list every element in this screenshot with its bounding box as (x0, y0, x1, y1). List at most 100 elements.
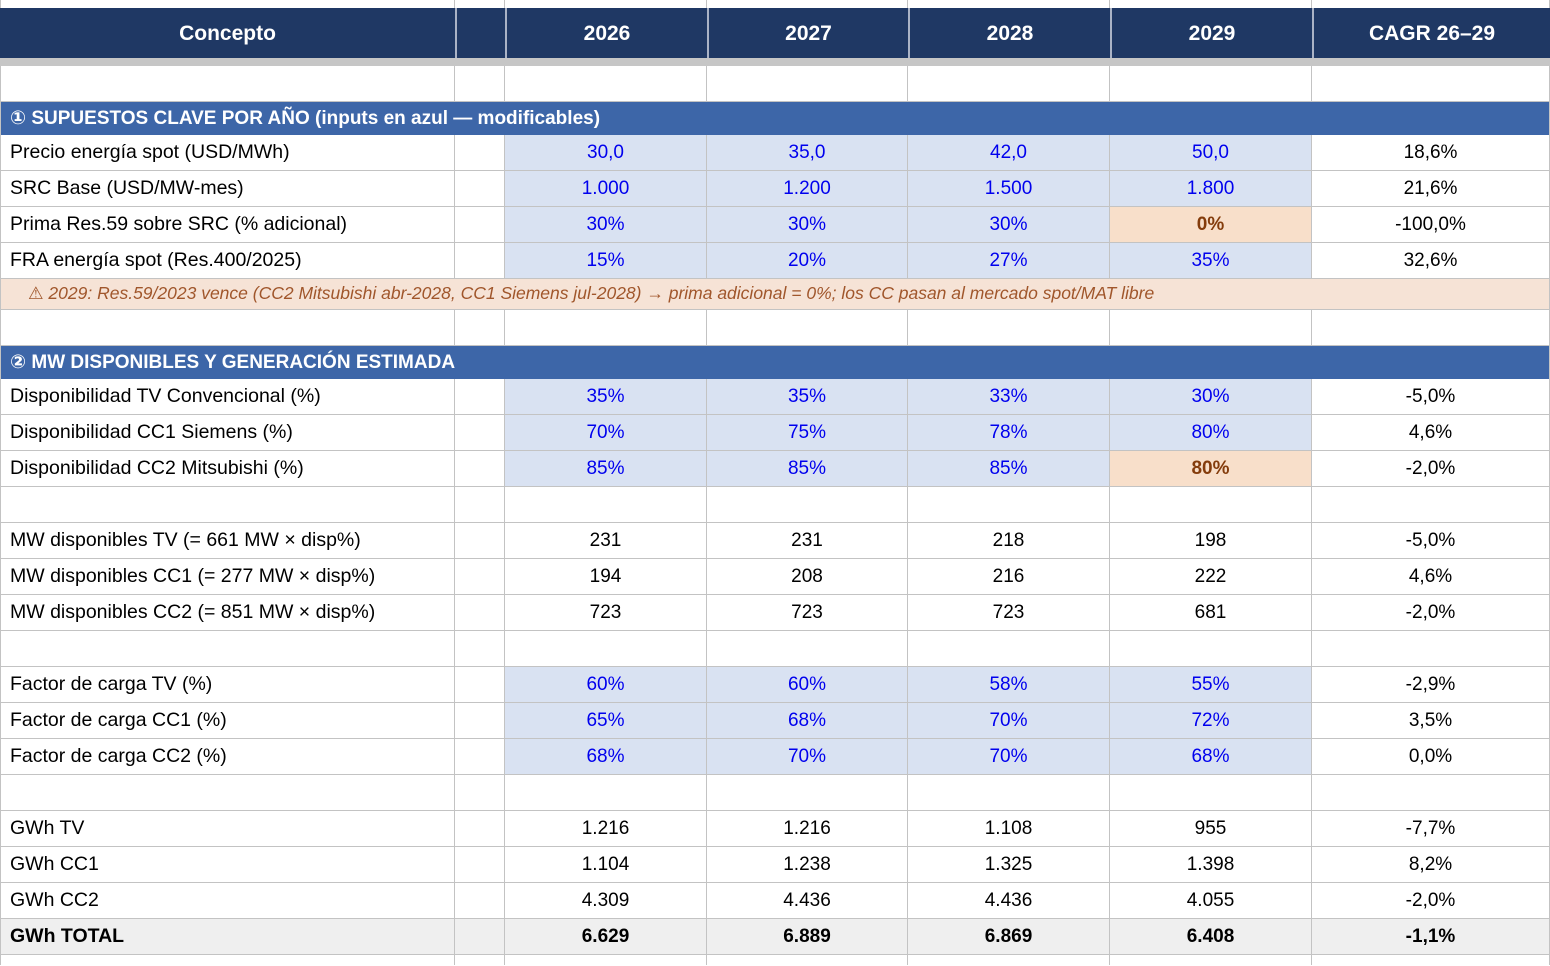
value-cell[interactable]: 1.200 (707, 171, 908, 207)
empty-cell (908, 487, 1110, 523)
empty-cell (908, 66, 1110, 102)
empty-cell (0, 310, 455, 346)
value-cell[interactable]: 35% (505, 379, 707, 415)
row-label: Prima Res.59 sobre SRC (% adicional) (0, 207, 455, 243)
spacer-row (0, 310, 1550, 346)
value-cell[interactable]: 42,0 (908, 135, 1110, 171)
value-cell: 4.309 (505, 883, 707, 919)
separator-cell (455, 847, 505, 883)
table-row: GWh CC2 4.309 4.436 4.436 4.055 -2,0% (0, 883, 1550, 919)
empty-cell (908, 310, 1110, 346)
value-cell[interactable]: 85% (908, 451, 1110, 487)
value-cell[interactable]: 78% (908, 415, 1110, 451)
row-label: GWh TV (0, 811, 455, 847)
value-cell[interactable]: 85% (707, 451, 908, 487)
value-cell[interactable]: 70% (505, 415, 707, 451)
empty-cell (455, 775, 505, 811)
empty-cell (1110, 631, 1312, 667)
value-cell[interactable]: 30,0 (505, 135, 707, 171)
value-cell[interactable]: 70% (908, 739, 1110, 775)
value-cell[interactable]: 1.500 (908, 171, 1110, 207)
value-cell[interactable]: 68% (505, 739, 707, 775)
section-row: ① SUPUESTOS CLAVE POR AÑO (inputs en azu… (0, 102, 1550, 135)
row-label: MW disponibles TV (= 661 MW × disp%) (0, 523, 455, 559)
value-cell[interactable]: 58% (908, 667, 1110, 703)
value-cell[interactable]: 50,0 (1110, 135, 1312, 171)
value-cell: 6.889 (707, 919, 908, 955)
value-cell[interactable]: 35% (707, 379, 908, 415)
row-label: MW disponibles CC1 (= 277 MW × disp%) (0, 559, 455, 595)
separator-cell (455, 595, 505, 631)
value-cell[interactable]: 30% (1110, 379, 1312, 415)
cagr-cell: -5,0% (1312, 379, 1550, 415)
empty-cell (0, 0, 455, 8)
cagr-cell: 21,6% (1312, 171, 1550, 207)
table-row: SRC Base (USD/MW-mes) 1.000 1.200 1.500 1.80… (0, 171, 1550, 207)
value-cell[interactable]: 27% (908, 243, 1110, 279)
cagr-cell: 32,6% (1312, 243, 1550, 279)
value-cell[interactable]: 70% (707, 739, 908, 775)
empty-cell (0, 775, 455, 811)
value-cell[interactable]: 75% (707, 415, 908, 451)
value-cell[interactable]: 80% (1110, 415, 1312, 451)
value-cell[interactable]: 55% (1110, 667, 1312, 703)
row-label: Disponibilidad CC1 Siemens (%) (0, 415, 455, 451)
value-cell[interactable]: 20% (707, 243, 908, 279)
value-cell[interactable]: 68% (1110, 739, 1312, 775)
section-header: ① SUPUESTOS CLAVE POR AÑO (inputs en azu… (0, 102, 1550, 135)
value-cell[interactable]: 33% (908, 379, 1110, 415)
top-row-sliver (0, 0, 1550, 8)
value-cell[interactable]: 68% (707, 703, 908, 739)
value-cell[interactable]: 35% (1110, 243, 1312, 279)
table-header: Concepto 2026 2027 2028 2029 CAGR 26–29 (0, 8, 1550, 58)
value-cell: 723 (707, 595, 908, 631)
empty-cell (1312, 955, 1550, 965)
table-row: Precio energía spot (USD/MWh) 30,0 35,0 42,… (0, 135, 1550, 171)
value-cell[interactable]: 65% (505, 703, 707, 739)
value-cell[interactable]: 60% (505, 667, 707, 703)
value-cell[interactable]: 1.800 (1110, 171, 1312, 207)
table-row: Factor de carga CC2 (%) 68% 70% 70% 68% 0,0% (0, 739, 1550, 775)
table-row: GWh TV 1.216 1.216 1.108 955 -7,7% (0, 811, 1550, 847)
table-body: ① SUPUESTOS CLAVE POR AÑO (inputs en azu… (0, 66, 1550, 965)
value-cell: 681 (1110, 595, 1312, 631)
row-label: GWh CC2 (0, 883, 455, 919)
table-row: Disponibilidad TV Convencional (%) 35% 35%… (0, 379, 1550, 415)
header-2027: 2027 (707, 8, 908, 58)
row-label: GWh TOTAL (0, 919, 455, 955)
value-cell[interactable]: 85% (505, 451, 707, 487)
value-cell[interactable]: 30% (908, 207, 1110, 243)
empty-cell (1312, 66, 1550, 102)
cagr-cell: -7,7% (1312, 811, 1550, 847)
value-cell[interactable]: 1.000 (505, 171, 707, 207)
value-cell[interactable]: 70% (908, 703, 1110, 739)
value-cell[interactable]: 60% (707, 667, 908, 703)
value-cell[interactable]: 80% (1110, 451, 1312, 487)
value-cell[interactable]: 72% (1110, 703, 1312, 739)
empty-cell (707, 775, 908, 811)
cagr-cell: 3,5% (1312, 703, 1550, 739)
separator-cell (455, 415, 505, 451)
value-cell: 1.325 (908, 847, 1110, 883)
value-cell[interactable]: 35,0 (707, 135, 908, 171)
value-cell: 1.398 (1110, 847, 1312, 883)
value-cell[interactable]: 0% (1110, 207, 1312, 243)
cagr-cell: -2,9% (1312, 667, 1550, 703)
value-cell: 4.436 (707, 883, 908, 919)
value-cell[interactable]: 15% (505, 243, 707, 279)
empty-cell (1110, 0, 1312, 8)
header-2026: 2026 (505, 8, 707, 58)
separator-cell (455, 559, 505, 595)
empty-cell (505, 775, 707, 811)
value-cell: 1.108 (908, 811, 1110, 847)
separator-cell (455, 667, 505, 703)
empty-cell (1110, 955, 1312, 965)
empty-cell (1110, 487, 1312, 523)
empty-cell (0, 631, 455, 667)
table-row: MW disponibles CC1 (= 277 MW × disp%) 194… (0, 559, 1550, 595)
cagr-cell: -100,0% (1312, 207, 1550, 243)
table-row: MW disponibles TV (= 661 MW × disp%) 231 2… (0, 523, 1550, 559)
value-cell[interactable]: 30% (707, 207, 908, 243)
value-cell[interactable]: 30% (505, 207, 707, 243)
empty-cell (908, 0, 1110, 8)
